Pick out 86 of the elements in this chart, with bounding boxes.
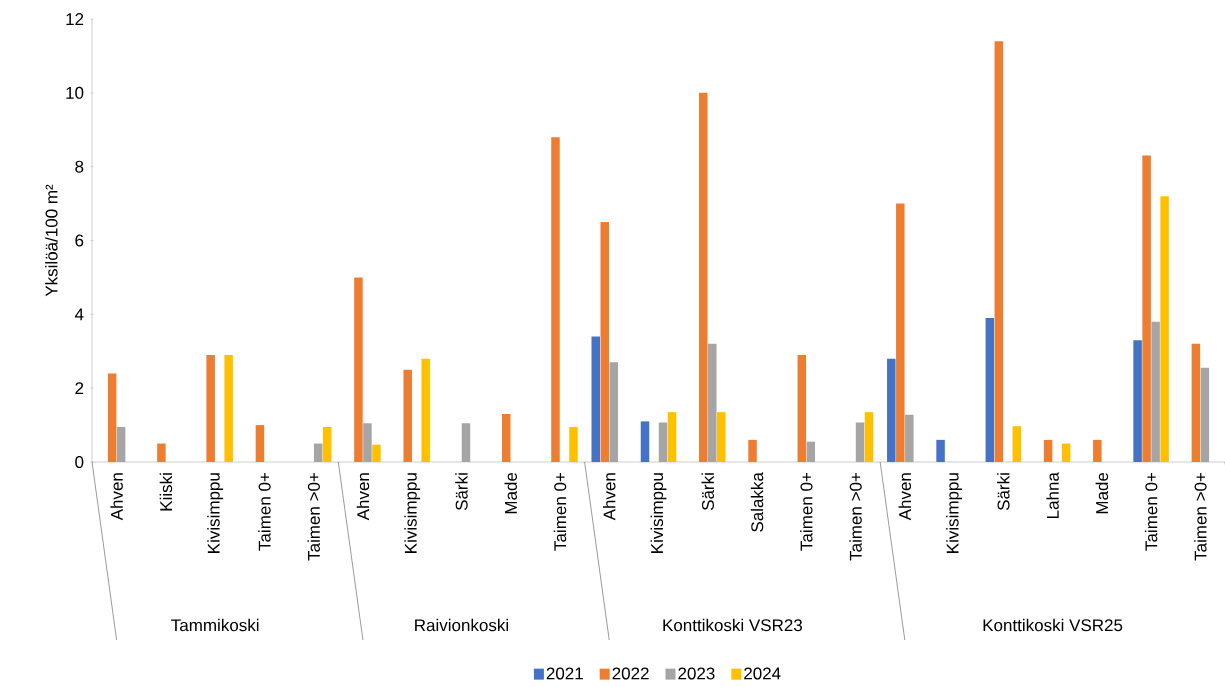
text: Raivionkoski xyxy=(415,618,508,632)
x-tick-label: Taimen 0+ xyxy=(800,472,813,551)
bar xyxy=(206,354,215,462)
x-tick-label: Taimen >0+ xyxy=(849,472,862,561)
x-tick-label: Ahven xyxy=(898,473,912,521)
bar xyxy=(1151,321,1160,462)
bar xyxy=(748,439,757,462)
bar xyxy=(322,426,332,462)
bar xyxy=(806,441,816,462)
bar xyxy=(609,362,618,462)
legend-label: 2024 xyxy=(744,667,781,680)
y-tick-label: 6 xyxy=(75,234,84,247)
bar xyxy=(985,318,995,462)
y-tick-label: 2 xyxy=(75,382,84,395)
x-tick-label: Kivisimppu xyxy=(207,473,224,553)
legend-label: 2022 xyxy=(612,667,649,680)
bar xyxy=(363,423,372,462)
bar xyxy=(372,444,381,462)
bar xyxy=(1160,196,1169,462)
bar xyxy=(224,354,233,462)
text: Tammikoski xyxy=(171,618,259,632)
legend-label: 2021 xyxy=(546,667,583,680)
bar xyxy=(797,354,807,462)
bar xyxy=(255,425,265,462)
bar xyxy=(551,137,560,462)
bar xyxy=(1043,439,1053,462)
bar xyxy=(313,443,323,462)
x-tick-label: Made xyxy=(1095,472,1109,514)
bar xyxy=(699,92,708,462)
x-tick-label: Kivisimppu xyxy=(650,473,667,553)
bar xyxy=(658,422,668,462)
bar xyxy=(905,414,914,462)
bar xyxy=(1191,343,1201,462)
bar xyxy=(994,41,1004,462)
bar xyxy=(403,369,412,462)
y-axis-title: Yksilöä/100 m² xyxy=(45,184,58,297)
x-tick-label: Taimen 0+ xyxy=(258,472,271,551)
x-tick-label: Salakka xyxy=(750,472,764,532)
bar xyxy=(1093,439,1102,462)
legend-label: 2023 xyxy=(678,667,715,680)
bar xyxy=(600,222,609,462)
x-tick-label: Taimen >0+ xyxy=(307,472,320,561)
bar xyxy=(936,439,945,462)
bar xyxy=(896,203,905,462)
x-tick-label: Särki xyxy=(997,473,1010,511)
y-tick-label: 10 xyxy=(66,86,84,99)
x-tick-label: Taimen 0+ xyxy=(553,472,567,551)
bar xyxy=(1012,426,1022,462)
bar xyxy=(461,423,471,462)
text: Konttikoski VSR25 xyxy=(983,618,1123,632)
bar xyxy=(116,426,126,462)
bar xyxy=(569,426,578,462)
bar xyxy=(864,412,874,462)
x-tick-label: Ahven xyxy=(603,473,616,521)
x-tick-label: Kiiski xyxy=(159,473,173,511)
bar xyxy=(640,421,650,462)
bar xyxy=(1142,155,1151,462)
bar xyxy=(354,277,363,462)
bar xyxy=(591,336,600,462)
x-tick-label: Särki xyxy=(701,473,715,511)
x-tick-label: Kivisimppu xyxy=(946,473,962,553)
y-tick-label: 4 xyxy=(74,308,84,321)
x-tick-label: Kivisimppu xyxy=(404,473,421,553)
bar xyxy=(107,373,117,462)
bar xyxy=(501,414,511,462)
x-tick-label: Made xyxy=(504,472,517,514)
bar xyxy=(1061,443,1071,462)
x-tick-label: Lahna xyxy=(1046,472,1059,518)
bar xyxy=(1200,367,1210,462)
x-tick-label: Ahven xyxy=(110,473,123,521)
bar xyxy=(855,422,865,462)
x-tick-label: Taimen >0+ xyxy=(1194,472,1207,561)
x-tick-label: Ahven xyxy=(356,473,370,521)
x-tick-label: Särki xyxy=(455,473,468,511)
bar xyxy=(717,412,726,462)
x-tick-label: Taimen 0+ xyxy=(1144,472,1158,551)
bar xyxy=(421,358,430,462)
y-tick-label: 8 xyxy=(75,160,84,173)
bar xyxy=(887,358,896,462)
bar xyxy=(708,343,717,462)
bar xyxy=(157,443,166,462)
text: Konttikoski VSR23 xyxy=(663,618,803,632)
y-tick-label: 12 xyxy=(66,13,84,25)
bar xyxy=(1133,340,1142,462)
y-tick-label: 0 xyxy=(75,455,84,469)
bar xyxy=(667,412,677,462)
